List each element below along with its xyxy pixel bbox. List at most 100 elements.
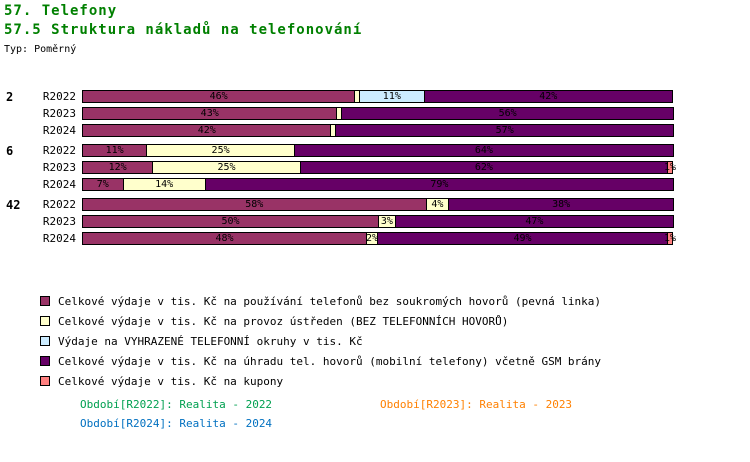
stacked-bar: 12% 25% 62% 1% [82,161,676,174]
bar-segment: 11% [82,144,148,157]
legend-label: Celkové výdaje v tis. Kč na používání te… [58,294,602,308]
bar-segment: 42% [82,124,332,137]
report-subtitle: 57.5 Struktura nákladů na telefonování [4,22,363,38]
bar-segment: 58% [82,198,427,211]
bar-segment-value: 48% [215,233,234,244]
chart-row: R2024 48% 2% 49% 1% [6,232,676,245]
period-label: R2022 [42,198,76,211]
period-label: R2024 [42,178,76,191]
chart-row: 6 R2022 11% 25% 64% [6,143,676,158]
legend-swatch [40,336,50,346]
bar-segment: 25% [146,144,295,157]
period-legend-value: Realita - 2024 [179,417,273,430]
period-legend-item: Období[R2023]: Realita - 2023 [380,398,572,411]
stacked-bar: 50% 3% 47% [82,215,676,228]
period-legend-value: Realita - 2022 [179,398,273,411]
group-label: 6 [6,143,14,158]
bar-segment-value: 2% [366,233,379,244]
bar-segment: 1% [663,161,677,174]
chart-row: R2024 7% 14% 79% [6,178,676,191]
group-label: 2 [6,89,14,104]
chart-group: 2 R2022 46% 11% 42% R2023 43% 56% R2024 42% 57% [6,90,676,137]
bar-segment: 56% [341,107,674,120]
chart-type-label: Typ: Poměrný [4,44,77,55]
report-title: 57. Telefony [4,3,118,19]
legend-label: Výdaje na VYHRAZENÉ TELEFONNÍ okruhy v t… [58,334,363,348]
bar-segment-value: 1% [663,233,677,244]
period-label: R2023 [42,215,76,228]
legend-swatch [40,296,50,306]
bar-segment: 49% [376,232,669,245]
group-label: 42 [6,197,21,212]
bar-segment: 48% [82,232,368,245]
bar-segment: 3% [378,215,396,228]
bar-segment: 46% [82,90,356,103]
bar-segment-value: 43% [200,108,219,119]
chart-row: R2024 42% 57% [6,124,676,137]
bar-segment: 64% [293,144,674,157]
legend-swatch [40,316,50,326]
bar-segment: 14% [122,178,206,191]
bar-segment: 57% [335,124,674,137]
legend-item: Celkové výdaje v tis. Kč na kupony [40,371,601,391]
period-legend: Období[R2022]: Realita - 2022 Období[R202… [80,398,572,430]
stacked-bar: 43% 56% [82,107,676,120]
bar-segment-value: 3% [380,216,393,227]
bar-segment-value: 79% [430,179,449,190]
bar-segment-value: 14% [155,179,174,190]
bar-segment-value: 42% [539,91,558,102]
bar-segment: 50% [82,215,379,228]
period-label: R2023 [42,161,76,174]
stacked-bar-chart: 2 R2022 46% 11% 42% R2023 43% 56% R2024 42% 57% 6 R2… [6,90,676,252]
chart-row: 42 R2022 58% 4% 38% [6,197,676,212]
series-legend: Celkové výdaje v tis. Kč na používání te… [40,291,601,391]
legend-item: Výdaje na VYHRAZENÉ TELEFONNÍ okruhy v t… [40,331,601,351]
stacked-bar: 11% 25% 64% [82,144,676,157]
period-label: R2024 [42,232,76,245]
legend-item: Celkové výdaje v tis. Kč na úhradu tel. … [40,351,601,371]
chart-row: R2023 12% 25% 62% 1% [6,161,676,174]
bar-segment: 38% [448,198,674,211]
bar-segment-value: 50% [221,216,240,227]
period-label: R2022 [42,144,76,157]
bar-segment-value: 7% [96,179,109,190]
bar-segment: 1% [663,232,677,245]
bar-segment-value: 4% [431,199,444,210]
bar-segment-value: 1% [663,162,677,173]
period-legend-key: Období[R2022]: [80,398,180,411]
bar-segment-value: 12% [108,162,127,173]
bar-segment-value: 46% [209,91,228,102]
bar-segment-value: 62% [474,162,493,173]
period-label: R2022 [42,90,76,103]
bar-segment: 7% [82,178,124,191]
legend-swatch [40,356,50,366]
bar-segment: 25% [152,161,301,174]
bar-segment-value: 47% [525,216,544,227]
period-legend-item: Období[R2024]: Realita - 2024 [80,417,380,430]
bar-segment-value: 25% [217,162,236,173]
bar-segment-value: 11% [105,145,124,156]
bar-segment-value: 56% [498,108,517,119]
bar-segment: 47% [394,215,674,228]
period-legend-value: Realita - 2023 [479,398,573,411]
stacked-bar: 46% 11% 42% [82,90,676,103]
bar-segment-value: 58% [245,199,264,210]
bar-segment: 4% [425,198,450,211]
period-legend-key: Období[R2023]: [380,398,480,411]
bar-segment: 62% [299,161,669,174]
bar-segment: 79% [204,178,674,191]
bar-segment-value: 49% [513,233,532,244]
period-label: R2023 [42,107,76,120]
chart-row: 2 R2022 46% 11% 42% [6,89,676,104]
legend-swatch [40,376,50,386]
stacked-bar: 7% 14% 79% [82,178,676,191]
stacked-bar: 58% 4% 38% [82,198,676,211]
bar-segment: 12% [82,161,154,174]
bar-segment: 42% [423,90,673,103]
legend-label: Celkové výdaje v tis. Kč na provoz ústře… [58,314,509,328]
chart-row: R2023 43% 56% [6,107,676,120]
bar-segment: 43% [82,107,338,120]
chart-group: 6 R2022 11% 25% 64% R2023 12% 25% 62% 1% R2024 7% 14… [6,144,676,191]
bar-segment-value: 25% [211,145,230,156]
